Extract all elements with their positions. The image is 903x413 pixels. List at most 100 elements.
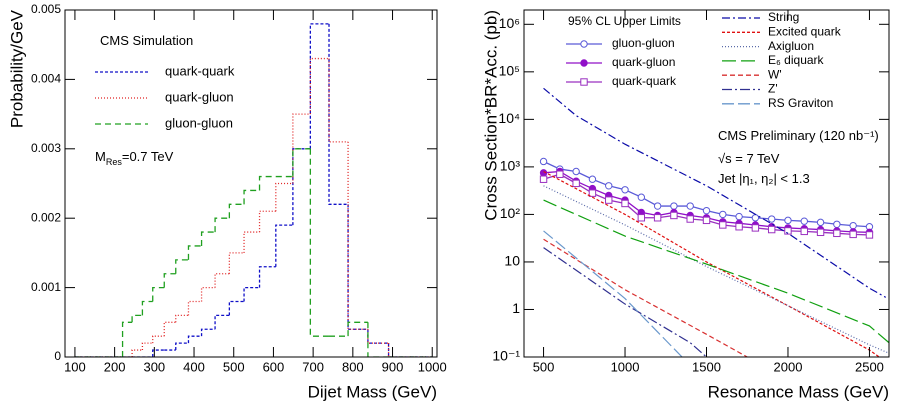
hist-step <box>200 328 216 337</box>
y-tick-label: 0 <box>54 349 61 363</box>
x-tick-label: 900 <box>382 359 404 374</box>
marker <box>849 230 857 239</box>
hist-step <box>328 58 349 143</box>
legend-label: Z' <box>768 82 778 96</box>
marker <box>588 175 597 183</box>
marker <box>670 202 678 210</box>
legend-label: W' <box>768 67 782 81</box>
hist-step <box>309 23 330 149</box>
y-axis-label: Probability/GeV <box>7 9 26 128</box>
marker <box>767 215 776 223</box>
marker <box>637 214 646 222</box>
hist-step <box>200 231 216 246</box>
marker <box>653 202 662 210</box>
marker <box>719 221 727 229</box>
y-tick-label: 10⁻¹ <box>492 348 520 364</box>
marker <box>800 227 808 236</box>
marker <box>556 170 564 178</box>
hist-step <box>175 314 189 323</box>
hist-step <box>163 321 176 337</box>
hist-step <box>214 314 230 330</box>
marker <box>580 78 588 86</box>
marker <box>833 229 841 238</box>
marker <box>816 218 825 227</box>
hist-step <box>228 203 245 219</box>
marker <box>735 212 743 221</box>
annotation-part: =0.7 TeV <box>122 149 174 164</box>
y-tick-label: 10 <box>504 253 520 269</box>
hist-step <box>275 182 293 212</box>
plot-area <box>539 87 889 357</box>
x-tick-label: 700 <box>302 359 324 374</box>
x-tick-label: 500 <box>223 359 245 374</box>
y-tick-label: 0.005 <box>31 2 61 16</box>
y-tick-label: 10³ <box>500 158 521 174</box>
marker <box>784 216 792 225</box>
series-line <box>543 238 748 357</box>
legend-label: gluon-gluon <box>612 36 675 50</box>
hist-step <box>228 300 245 316</box>
y-tick-label: 0.004 <box>31 72 61 86</box>
marker <box>849 221 857 230</box>
marker <box>751 224 760 232</box>
marker <box>572 179 580 188</box>
x-axis-label: Dijet Mass (GeV) <box>308 382 437 401</box>
marker <box>653 214 662 222</box>
legend-label: quark-quark <box>165 63 235 78</box>
marker <box>686 215 694 223</box>
marker <box>637 193 646 201</box>
hist-step <box>258 266 276 288</box>
legend-label: Excited quark <box>768 24 842 38</box>
hist-step <box>387 343 411 357</box>
hist-step <box>214 217 230 233</box>
legend-label: Axigluon <box>768 39 814 53</box>
hist-step <box>175 259 189 274</box>
legend-label: E₆ diquark <box>768 53 825 67</box>
marker <box>833 220 841 228</box>
hist-step <box>187 335 202 344</box>
annotation: √s = 7 TeV <box>718 151 780 166</box>
annotation: CMS Simulation <box>100 33 193 48</box>
hist-step <box>187 300 202 316</box>
marker <box>816 228 825 237</box>
hist-step <box>121 321 133 357</box>
hist-step <box>309 57 330 115</box>
hist-step <box>152 349 165 357</box>
annotation: Jet |η₁, η₂| < 1.3 <box>718 171 810 186</box>
x-tick-label: 500 <box>533 359 555 374</box>
y-tick-label: 10⁴ <box>498 110 520 126</box>
x-tick-label: 400 <box>183 359 205 374</box>
annotation-part: CMS Preliminary (120 nb⁻¹) <box>718 128 879 143</box>
x-tick-label: 1000 <box>611 359 640 374</box>
annotation-part: CMS Simulation <box>100 33 193 48</box>
x-tick-label: 1500 <box>692 359 721 374</box>
x-tick-label: 2500 <box>855 359 884 374</box>
marker <box>670 211 678 220</box>
x-tick-label: 200 <box>104 359 126 374</box>
hist-step <box>292 113 311 184</box>
marker <box>784 227 792 235</box>
hist-step <box>347 204 368 330</box>
y-tick-label: 0.001 <box>31 280 61 294</box>
hist-step <box>141 342 153 351</box>
annotation-part: Jet |η₁, η₂| < 1.3 <box>718 171 810 186</box>
hist-step <box>367 322 389 357</box>
hist-step <box>163 273 176 288</box>
hist-step <box>228 252 245 274</box>
hist-step <box>258 175 276 191</box>
hist-step <box>347 141 368 330</box>
marker <box>572 167 580 176</box>
marker <box>719 210 727 219</box>
marker <box>735 223 743 231</box>
hist-step <box>292 148 311 177</box>
annotation: MRes=0.7 TeV <box>95 149 174 167</box>
plot-area <box>74 23 433 357</box>
marker <box>539 175 548 183</box>
marker <box>751 214 760 222</box>
y-tick-label: 10⁶ <box>499 15 520 31</box>
y-tick-label: 1 <box>512 300 520 316</box>
annotation-part: √s = 7 TeV <box>718 151 780 166</box>
hist-step <box>131 349 143 357</box>
marker <box>539 157 548 166</box>
